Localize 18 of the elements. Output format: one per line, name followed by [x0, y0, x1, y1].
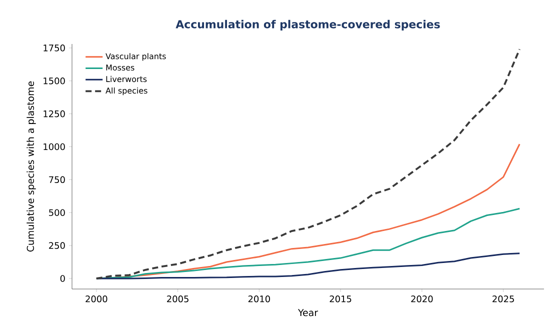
x-tick-label: 2010 — [248, 296, 270, 302]
y-tick-label: 500 — [49, 209, 65, 216]
x-tick-label: 2015 — [330, 296, 352, 302]
chart-title: Accumulation of plastome-covered species — [176, 20, 440, 30]
x-axis-title: Year — [298, 309, 318, 316]
y-tick-label: 250 — [49, 242, 65, 249]
y-tick-label: 1750 — [44, 44, 65, 52]
x-tick-label: 2005 — [167, 296, 188, 302]
y-tick-label: 750 — [49, 176, 65, 184]
y-tick-label: 1500 — [44, 77, 65, 84]
line-series — [95, 48, 521, 280]
y-tick-label: 1250 — [44, 110, 65, 118]
x-tick-label: 2020 — [411, 296, 433, 302]
y-axis-title: Cumulative species with a plastome — [26, 81, 36, 252]
x-tick-label: 2025 — [492, 296, 514, 302]
y-tick-label: 0 — [60, 275, 65, 282]
y-tick-label: 1000 — [44, 143, 65, 150]
x-tick-label: 2000 — [86, 296, 108, 302]
